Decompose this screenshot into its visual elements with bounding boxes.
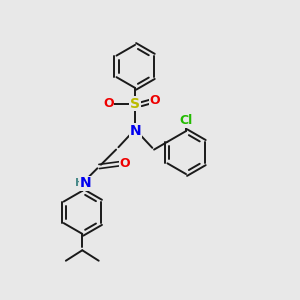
Text: Cl: Cl [179, 114, 193, 127]
Text: O: O [149, 94, 160, 107]
Text: H: H [75, 178, 84, 188]
Text: N: N [80, 176, 92, 190]
Text: N: N [129, 124, 141, 138]
Text: S: S [130, 97, 140, 111]
Text: O: O [103, 97, 113, 110]
Text: O: O [120, 157, 130, 170]
